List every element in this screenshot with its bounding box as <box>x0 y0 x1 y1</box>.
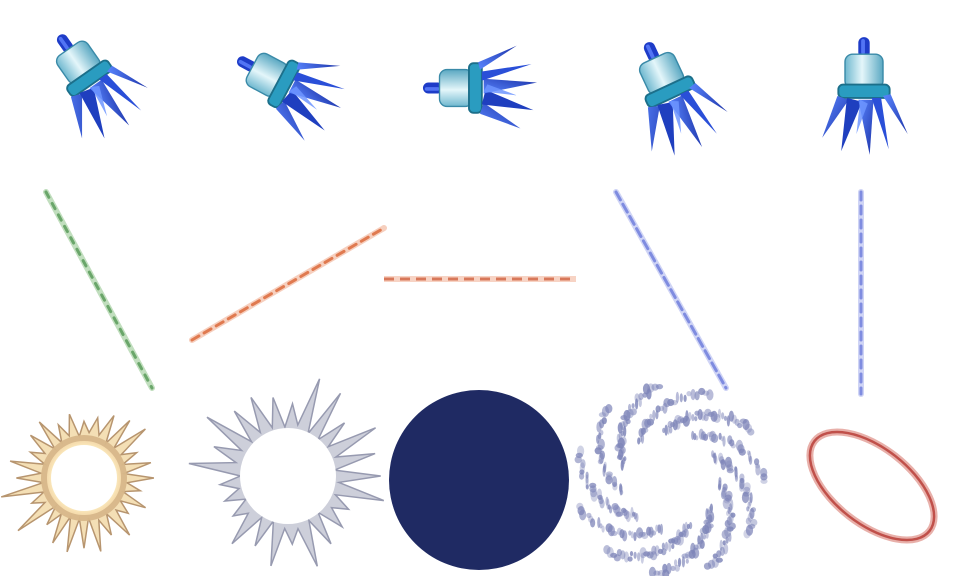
trail-streak <box>43 189 155 391</box>
trail-streak <box>189 225 387 343</box>
impact-dot-halo <box>574 383 768 576</box>
projectile-sprite-tilt-down <box>192 0 384 192</box>
trail-green-diagonal <box>0 189 192 391</box>
trail-orange-rising <box>189 192 387 384</box>
burst-icon <box>188 378 385 567</box>
projectile-icon <box>217 20 360 150</box>
trail-streak <box>613 189 729 391</box>
projectile-sprite-tilt-right <box>576 0 768 192</box>
trail-streak <box>384 276 576 282</box>
projectile-sprite-upright <box>768 0 960 192</box>
burst-icon <box>0 413 155 553</box>
impact-disc-navy <box>384 384 576 576</box>
impact-ring-red <box>768 384 960 576</box>
trail-orange-horizontal <box>384 192 576 384</box>
impact-burst-gray <box>188 378 385 576</box>
impact-burst-glow <box>0 384 192 576</box>
projectile-icon <box>821 36 909 156</box>
projectile-icon <box>25 10 161 153</box>
ring-icon <box>806 428 938 544</box>
trail-blue-vertical <box>768 189 960 397</box>
projectile-icon <box>608 23 738 168</box>
trail-blue-diagonal <box>576 189 768 391</box>
projectile-icon <box>422 44 538 130</box>
projectile-sprite-horizontal <box>384 0 576 192</box>
projectile-sprite-tilt-left <box>0 0 192 192</box>
dot-halo-icon <box>574 383 768 576</box>
halo-dots <box>574 383 768 576</box>
trail-streak <box>858 189 864 397</box>
disc-icon <box>389 390 569 570</box>
